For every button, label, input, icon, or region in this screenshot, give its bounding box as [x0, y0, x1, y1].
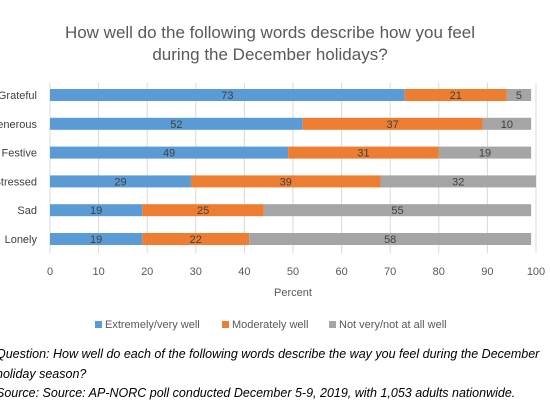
data-label-grateful-2: 5: [516, 90, 522, 102]
data-label-stressed-0: 29: [114, 176, 126, 188]
x-tick-label-0: 0: [47, 266, 53, 278]
data-label-generous-0: 52: [170, 119, 182, 131]
data-label-sad-2: 55: [391, 205, 403, 217]
bar-festive-2: [438, 146, 532, 159]
data-label-lonely-2: 58: [384, 234, 396, 246]
question-note-line-2: holiday season?: [0, 366, 87, 381]
category-label-stressed: Stressed: [0, 176, 37, 188]
x-tick-label-60: 60: [335, 266, 347, 278]
x-tick-label-40: 40: [238, 266, 250, 278]
category-label-lonely: Lonely: [5, 234, 38, 246]
x-tick-label-30: 30: [190, 266, 202, 278]
bar-lonely-1: [142, 233, 250, 245]
data-label-festive-1: 31: [357, 148, 369, 160]
question-note-line-1: Question: How well do each of the follow…: [0, 347, 540, 361]
data-label-grateful-1: 21: [450, 90, 462, 102]
data-label-festive-2: 19: [479, 148, 491, 160]
chart-title: How well do the following words describe…: [0, 22, 540, 66]
x-tick-label-50: 50: [287, 266, 299, 278]
data-label-grateful-0: 73: [221, 90, 233, 102]
x-tick-label-100: 100: [527, 266, 545, 278]
source-note: Source: Source: AP-NORC poll conducted D…: [0, 386, 516, 400]
chart-title-line-1: How well do the following words describe…: [64, 23, 476, 42]
bar-sad-2: [263, 204, 532, 217]
bar-grateful-0: [50, 89, 405, 101]
data-label-stressed-2: 32: [452, 176, 464, 188]
data-label-lonely-1: 22: [190, 234, 202, 246]
chart-title-line-2: during the December holidays?: [152, 45, 388, 64]
bar-generous-2: [482, 117, 532, 130]
data-label-sad-0: 19: [90, 205, 102, 217]
category-label-generous: Generous: [0, 119, 37, 131]
legend-label-1: Moderately well: [232, 319, 308, 331]
x-tick-label-20: 20: [141, 266, 153, 278]
legend-swatch-1: [222, 321, 229, 328]
x-axis-label: Percent: [274, 287, 312, 299]
category-label-sad: Sad: [17, 205, 37, 217]
bar-festive-1: [288, 146, 439, 159]
data-label-generous-2: 10: [501, 119, 513, 131]
bar-sad-0: [50, 204, 143, 217]
legend-swatch-0: [95, 321, 102, 328]
x-tick-label-80: 80: [433, 266, 445, 278]
stacked-bar-chart: Grateful 73 21 5 Generous 52 37 10 Festive 49 31 19…: [0, 83, 545, 331]
bar-stressed-2: [380, 175, 536, 188]
data-label-stressed-1: 39: [280, 176, 292, 188]
x-tick-label-90: 90: [481, 266, 493, 278]
bar-sad-1: [142, 204, 264, 217]
chart-notes: Question: How well do each of the follow…: [0, 345, 550, 404]
x-tick-label-10: 10: [92, 266, 104, 278]
data-label-lonely-0: 19: [90, 234, 102, 246]
legend-label-2: Not very/not at all well: [339, 319, 447, 331]
bar-grateful-1: [404, 89, 507, 101]
bar-stressed-0: [50, 175, 191, 188]
x-tick-label-70: 70: [384, 266, 396, 278]
bar-stressed-1: [190, 175, 381, 188]
bar-lonely-0: [50, 233, 143, 245]
bar-lonely-2: [249, 233, 532, 245]
legend-swatch-2: [329, 321, 336, 328]
category-label-festive: Festive: [2, 148, 37, 160]
bar-generous-1: [302, 117, 483, 130]
bar-festive-0: [50, 146, 289, 159]
bar-grateful-2: [506, 89, 532, 101]
legend-label-0: Extremely/very well: [105, 319, 200, 331]
bar-generous-0: [50, 117, 303, 130]
data-label-generous-1: 37: [387, 119, 399, 131]
category-label-grateful: Grateful: [0, 90, 37, 102]
data-label-festive-0: 49: [163, 148, 175, 160]
data-label-sad-1: 25: [197, 205, 209, 217]
